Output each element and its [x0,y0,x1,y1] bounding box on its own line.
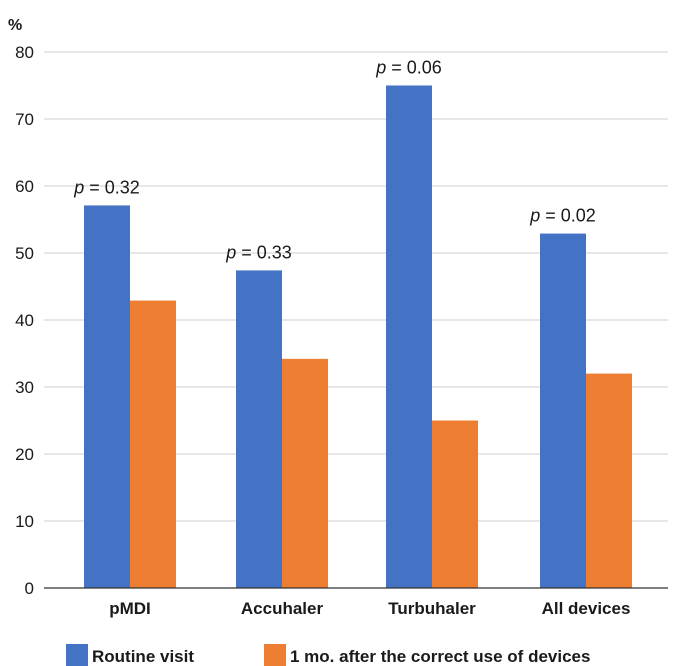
bar-one-month-after-all-devices [586,374,632,588]
p-value-annotation: p = 0.32 [73,177,140,197]
y-tick-label: 40 [15,311,34,330]
x-category-label: All devices [542,599,631,618]
bar-routine-visit-accuhaler [236,270,282,588]
y-tick-label: 60 [15,177,34,196]
x-category-label: Accuhaler [241,599,324,618]
y-tick-label: 10 [15,512,34,531]
y-tick-label: 20 [15,445,34,464]
p-value-annotation: p = 0.33 [225,242,292,262]
x-category-label: pMDI [109,599,151,618]
bar-one-month-after-turbuhaler [432,421,478,589]
y-tick-label: 50 [15,244,34,263]
bar-routine-visit-all-devices [540,234,586,588]
legend-label-one-month-after: 1 mo. after the correct use of devices [290,647,590,666]
y-axis-unit-label: % [8,17,22,34]
y-tick-label: 0 [25,579,34,598]
p-value-annotation: p = 0.02 [529,206,596,226]
bar-one-month-after-accuhaler [282,359,328,588]
y-tick-label: 70 [15,110,34,129]
y-tick-label: 30 [15,378,34,397]
x-category-label: Turbuhaler [388,599,476,618]
legend-swatch-routine-visit [66,644,88,666]
bar-layer [84,86,632,589]
legend: Routine visit 1 mo. after the correct use… [66,644,590,666]
bar-routine-visit-pmdi [84,205,130,588]
y-tick-label: 80 [15,43,34,62]
p-value-annotation: p = 0.06 [375,58,442,78]
bar-routine-visit-turbuhaler [386,86,432,589]
legend-label-routine-visit: Routine visit [92,647,194,666]
bar-one-month-after-pmdi [130,301,176,588]
legend-swatch-one-month-after [264,644,286,666]
